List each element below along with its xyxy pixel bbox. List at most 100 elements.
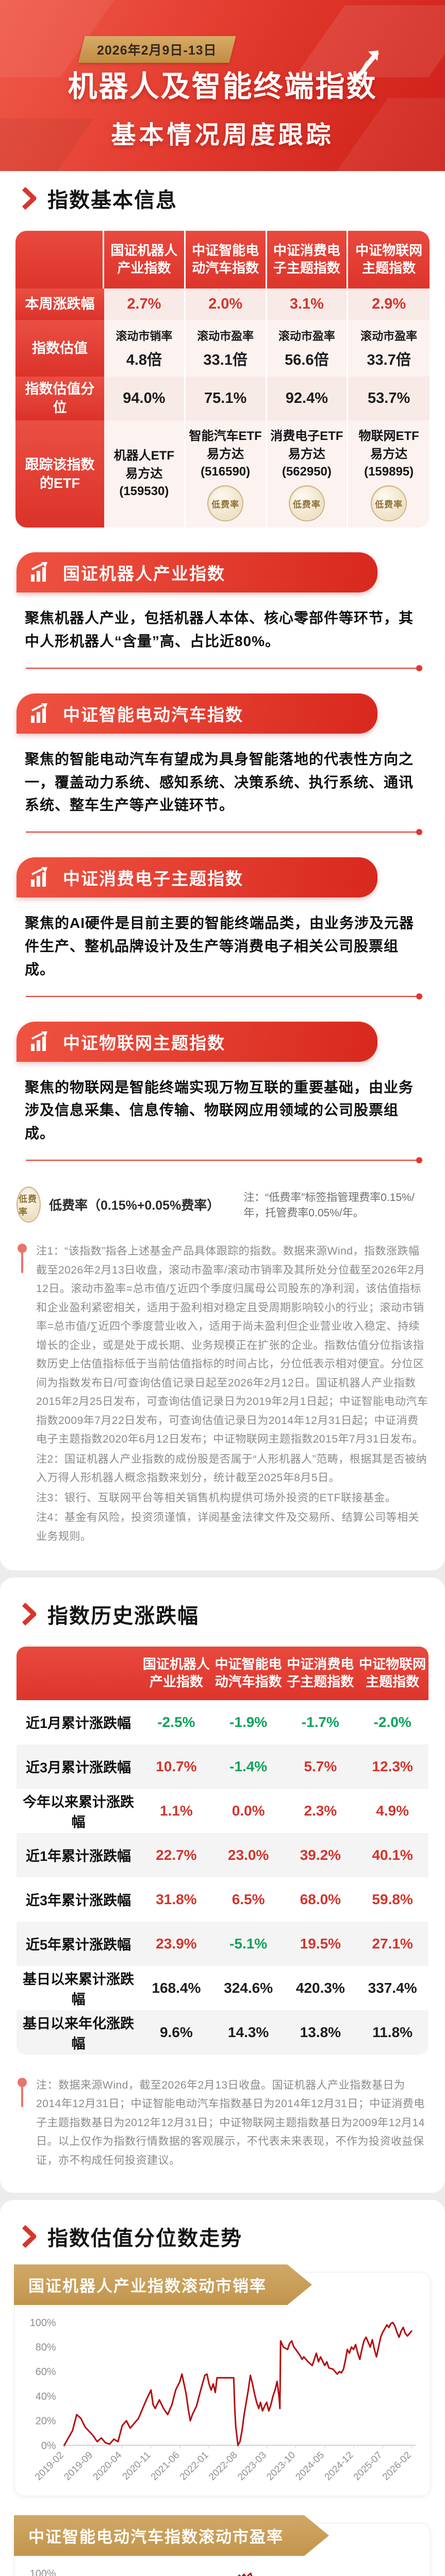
table-cell-return: 168.4% — [140, 1965, 212, 2010]
column-header: 中证消费电 子主题指数 — [267, 231, 349, 289]
row-label: 本周涨跌幅 — [15, 289, 104, 320]
low-fee-note: 注：“低费率”标签指管理费率0.15%/年，托管费率0.05%/年。 — [243, 1192, 415, 1219]
note-item: 注4：基金有风险，投资须谨慎，详阅基金法律文件及交易所、结算公司等相关业务规则。 — [36, 1512, 420, 1543]
smart-ev-pe-percentile-plot: 0%20%40%60%80%100%2014-122015-052015-092… — [30, 2568, 253, 2576]
svg-text:2024-12: 2024-12 — [322, 2449, 355, 2482]
low-fee-seal-icon: 低费率 — [373, 487, 405, 520]
column-header: 国证机器人 产业指数 — [140, 1646, 212, 1700]
section-valuation-percentile-trend: 指数估值分位数走势 国证机器人产业指数滚动市销率 0% 20% 40% 60% 80% 1… — [0, 2200, 445, 2576]
table-cell-weekly-change: 3.1% — [267, 289, 349, 320]
index-block-description: 聚焦机器人产业，包括机器人本体、核心零部件等环节，其中人形机器人“含量”高、占比… — [25, 610, 414, 650]
divider — [26, 829, 422, 836]
index-basic-info-table: 国证机器人 产业指数 中证智能电 动汽车指数 中证消费电 子主题指数 中证物联网 主题指数 本周… — [15, 231, 430, 528]
table-cell-percentile: 53.7% — [348, 377, 430, 420]
chevron-icon — [22, 187, 37, 210]
low-fee-label: 低费率（0.15%+0.05%费率） — [48, 1198, 220, 1213]
svg-text:2021-06: 2021-06 — [149, 2449, 182, 2482]
bar-chart-icon — [31, 867, 47, 887]
table-cell-percentile: 92.4% — [267, 377, 349, 420]
index-description-blocks: 国证机器人产业指数 聚焦机器人产业，包括机器人本体、核心零部件等环节，其中人形机… — [13, 552, 432, 1164]
historical-returns-table: 国证机器人 产业指数 中证智能电 动汽车指数 中证消费电 子主题指数 中证物联网 主题指数 近1… — [17, 1646, 428, 2055]
row-label: 近3月累计涨跌幅 — [17, 1744, 140, 1789]
low-fee-seal-icon: 低费率 — [19, 1189, 39, 1221]
svg-text:2026-02: 2026-02 — [380, 2449, 413, 2482]
chart-title-banner: 中证智能电动汽车指数滚动市盈率 — [14, 2515, 329, 2556]
table-cell-weekly-change: 2.7% — [104, 289, 186, 320]
table-cell-return: 27.1% — [356, 1921, 428, 1966]
svg-text:20%: 20% — [36, 2416, 56, 2427]
table-cell-percentile: 94.0% — [104, 377, 186, 420]
table-cell-valuation: 滚动市销率 4.8倍 — [104, 320, 186, 377]
table-cell-return: 40.1% — [356, 1833, 428, 1877]
table-cell-return: 5.7% — [284, 1744, 357, 1789]
section-basic-info-header: 指数基本信息 — [22, 183, 432, 213]
chevron-icon — [22, 2225, 37, 2248]
table-cell-return: 12.3% — [356, 1744, 428, 1789]
table-cell-return: 0.0% — [212, 1788, 285, 1833]
index-block: 国证机器人产业指数 聚焦机器人产业，包括机器人本体、核心零部件等环节，其中人形机… — [17, 552, 428, 671]
page-subtitle: 基本情况周度跟踪 — [111, 122, 334, 149]
table-cell-return: 324.6% — [212, 1965, 285, 2010]
row-label: 近1月累计涨跌幅 — [17, 1700, 140, 1744]
row-label: 基日以来年化涨跌幅 — [17, 2010, 140, 2055]
table-cell-weekly-change: 2.0% — [185, 289, 267, 320]
svg-text:2019-02: 2019-02 — [32, 2449, 65, 2482]
column-header-empty — [15, 231, 104, 289]
index-block-description: 聚焦的智能电动汽车有望成为具身智能落地的代表性方向之一，覆盖动力系统、感知系统、… — [25, 751, 414, 814]
index-block-banner: 国证机器人产业指数 — [17, 552, 377, 593]
table-cell-return: 22.7% — [140, 1833, 212, 1877]
table-cell-valuation: 滚动市盈率 33.7倍 — [348, 320, 430, 377]
date-badge: 2026年2月9日-13日 — [78, 36, 236, 63]
table-cell-return: 31.8% — [140, 1877, 212, 1922]
svg-text:60%: 60% — [36, 2366, 56, 2378]
pin-icon — [18, 1244, 27, 1274]
row-label: 近1年累计涨跌幅 — [17, 1833, 140, 1877]
bar-chart-icon — [31, 1031, 47, 1051]
table-cell-etf: 机器人ETF 易方达 (159530) — [104, 420, 186, 528]
table-cell-return: 19.5% — [284, 1921, 357, 1966]
note-item: 注3：银行、互联网平台等相关销售机构提供可场外投资的ETF联接基金。 — [36, 1492, 397, 1504]
percentile-charts: 国证机器人产业指数滚动市销率 0% 20% 40% 60% 80% 100% 2019-02… — [13, 2272, 432, 2576]
svg-text:2023-03: 2023-03 — [235, 2449, 268, 2482]
chart-card-smart-ev-pe-percentile: 中证智能电动汽车指数滚动市盈率 0%20%40%60%80%100%2014-1… — [14, 2523, 431, 2576]
index-block: 中证消费电子主题指数 聚焦的AI硬件是目前主要的智能终端品类，由业务涉及元器件生… — [17, 857, 428, 999]
table-cell-return: 39.2% — [284, 1833, 357, 1877]
section-basic-info: 指数基本信息 国证机器人 产业指数 中证智能电 动汽车指数 中证消费电 子主题指数 中证物联… — [0, 162, 445, 1570]
row-label: 基日以来累计涨跌幅 — [17, 1965, 140, 2010]
table-cell-valuation: 滚动市盈率 56.6倍 — [267, 320, 349, 377]
table-cell-return: 9.6% — [140, 2010, 212, 2055]
index-block-title: 中证消费电子主题指数 — [63, 869, 243, 889]
index-block-banner: 中证消费电子主题指数 — [17, 857, 377, 898]
index-block-description: 聚焦的物联网是智能终端实现万物互联的重要基础，由业务涉及信息采集、信息传输、物联… — [25, 1079, 414, 1142]
table-cell-return: -2.5% — [140, 1700, 212, 1744]
low-fee-seal-icon: 低费率 — [209, 487, 242, 520]
bar-chart-icon — [31, 703, 47, 723]
table-cell-return: -1.4% — [212, 1744, 285, 1789]
column-header: 中证智能电 动汽车指数 — [212, 1646, 285, 1700]
table-cell-return: 337.4% — [356, 1965, 428, 2010]
row-label: 指数估值 — [15, 320, 104, 377]
table-cell-return: 6.5% — [212, 1877, 285, 1922]
table-cell-return: 1.1% — [140, 1788, 212, 1833]
index-block: 中证智能电动汽车指数 聚焦的智能电动汽车有望成为具身智能落地的代表性方向之一，覆… — [17, 693, 428, 836]
svg-text:2020-04: 2020-04 — [91, 2449, 124, 2482]
index-block: 中证物联网主题指数 聚焦的物联网是智能终端实现万物互联的重要基础，由业务涉及信息… — [17, 1021, 428, 1164]
index-block-description: 聚焦的AI硬件是目前主要的智能终端品类，由业务涉及元器件生产、整机品牌设计及生产… — [25, 915, 415, 977]
svg-text:2022-01: 2022-01 — [177, 2449, 210, 2482]
svg-text:2022-08: 2022-08 — [206, 2449, 239, 2482]
table-cell-etf: 智能汽车ETF 易方达 (516590) 低费率 — [185, 420, 267, 528]
table-cell-return: -1.7% — [284, 1700, 357, 1744]
table-cell-return: 13.8% — [284, 2010, 357, 2055]
svg-text:100%: 100% — [30, 2317, 56, 2329]
column-header: 中证物联网 主题指数 — [348, 231, 430, 289]
table-cell-valuation: 滚动市盈率 33.1倍 — [185, 320, 267, 377]
row-label: 今年以来累计涨跌幅 — [17, 1788, 140, 1833]
returns-note: 注：数据来源Wind，截至2026年2月13日收盘。国证机器人产业指数基日为20… — [17, 2076, 428, 2171]
svg-text:2023-10: 2023-10 — [265, 2449, 298, 2482]
table-cell-return: 23.9% — [140, 1921, 212, 1966]
column-header: 国证机器人 产业指数 — [104, 231, 186, 289]
row-label: 跟踪该指数的ETF — [15, 420, 104, 528]
table-cell-etf: 消费电子ETF 易方达 (562950) 低费率 — [267, 420, 349, 528]
column-header: 中证消费电 子主题指数 — [284, 1646, 357, 1700]
table-cell-return: 59.8% — [356, 1877, 428, 1922]
